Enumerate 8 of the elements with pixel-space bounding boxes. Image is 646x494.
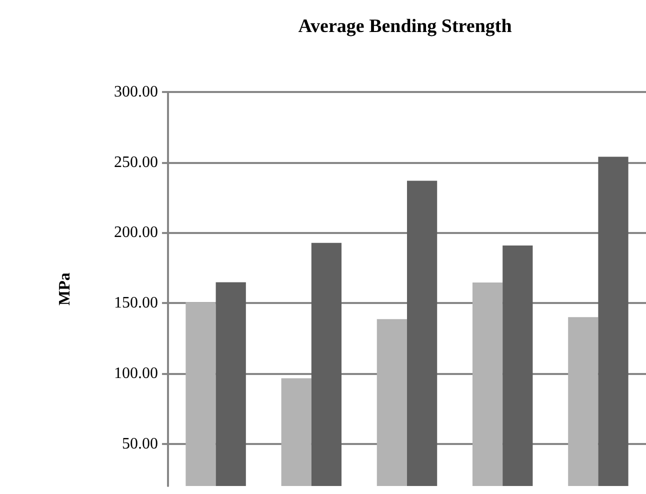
y-axis-title: MPa — [56, 272, 74, 306]
y-tick-label: 250.00 — [114, 154, 158, 171]
chart-title: Average Bending Strength — [298, 16, 512, 37]
y-tick-label: 300.00 — [114, 84, 158, 100]
y-tick-label: 100.00 — [114, 364, 158, 382]
y-tick-label: 50.00 — [122, 435, 158, 452]
y-tick-label: 150.00 — [114, 294, 158, 312]
y-tick-label: 200.00 — [114, 224, 158, 242]
